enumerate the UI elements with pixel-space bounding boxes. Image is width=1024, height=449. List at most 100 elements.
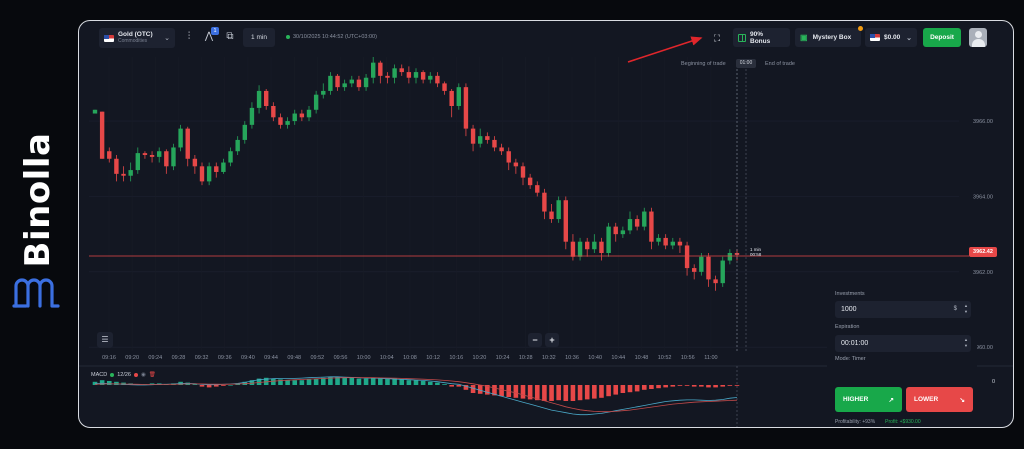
lower-button[interactable]: LOWER ↘ bbox=[906, 387, 973, 412]
expiration-stepper[interactable]: ▲ ▼ bbox=[964, 337, 968, 348]
candle-body bbox=[634, 219, 640, 227]
macd-histogram-bar bbox=[549, 385, 554, 401]
investment-input[interactable]: 1000 $ ▲ ▼ bbox=[835, 301, 971, 318]
macd-histogram-bar bbox=[577, 385, 583, 401]
investments-label: Investments bbox=[835, 291, 865, 297]
x-tick-label: 10:00 bbox=[357, 355, 371, 361]
candle-body bbox=[720, 260, 725, 284]
macd-histogram-bar bbox=[292, 380, 298, 385]
macd-visibility-icon[interactable]: ◉ bbox=[140, 372, 146, 378]
macd-histogram-bar bbox=[392, 378, 397, 385]
mystery-box-label: Mystery Box bbox=[812, 34, 852, 41]
macd-histogram-bar bbox=[320, 377, 326, 385]
macd-histogram-bar bbox=[106, 381, 112, 385]
macd-histogram-bar bbox=[563, 385, 569, 401]
x-tick-label: 09:20 bbox=[125, 355, 139, 361]
macd-histogram-bar bbox=[649, 385, 654, 389]
chart-type-icon[interactable]: ⧉ bbox=[226, 31, 234, 42]
macd-histogram-bar bbox=[627, 385, 633, 393]
candle-body bbox=[92, 109, 98, 114]
candle-body bbox=[306, 109, 312, 118]
x-tick-label: 09:28 bbox=[172, 355, 186, 361]
candle-body bbox=[392, 68, 397, 78]
macd-histogram-bar bbox=[199, 385, 205, 387]
candle-body bbox=[385, 75, 390, 78]
macd-histogram-bar bbox=[228, 385, 233, 386]
gift-icon bbox=[738, 33, 746, 42]
macd-params: 12/26 bbox=[117, 372, 131, 378]
chevron-down-icon: ⌄ bbox=[906, 34, 912, 42]
higher-label: HIGHER bbox=[843, 396, 869, 403]
x-tick-label: 10:40 bbox=[588, 355, 602, 361]
macd-histogram-bar bbox=[192, 384, 198, 385]
candle-body bbox=[649, 211, 654, 242]
candle-body bbox=[577, 241, 583, 257]
macd-histogram-bar bbox=[599, 385, 604, 398]
x-tick-label: 09:32 bbox=[195, 355, 209, 361]
balance-selector[interactable]: $0.00 ⌄ bbox=[865, 28, 917, 47]
asset-selector[interactable]: Gold (OTC) Commodities ⌄ bbox=[99, 28, 175, 48]
macd-legend[interactable]: MACD 12/26 ◉ 🗑 bbox=[91, 372, 156, 378]
zoom-in-button[interactable]: + bbox=[545, 333, 559, 347]
chevron-down-icon: ⌄ bbox=[164, 35, 170, 42]
candle-body bbox=[292, 113, 297, 122]
expiration-label: Expiration bbox=[835, 324, 860, 330]
trading-platform-window: 3966.00 3964.00 3962.00 3960.00 09:16 09:20 09… bbox=[78, 20, 1014, 428]
macd-histogram-bar bbox=[684, 385, 690, 386]
investment-stepper[interactable]: ▲ ▼ bbox=[964, 303, 968, 314]
timeframe-button[interactable]: 1 min bbox=[243, 28, 275, 47]
macd-histogram-bar bbox=[356, 378, 362, 385]
indicators-icon[interactable]: ⫶ bbox=[187, 31, 191, 42]
candle-body bbox=[435, 75, 440, 84]
higher-button[interactable]: HIGHER ↗ bbox=[835, 387, 902, 412]
x-tick-label: 10:12 bbox=[426, 355, 440, 361]
x-tick-label: 10:04 bbox=[380, 355, 394, 361]
drawing-tools-icon[interactable]: ⋀ bbox=[204, 31, 214, 42]
candle-body bbox=[656, 237, 661, 242]
candle-body bbox=[128, 170, 133, 176]
macd-histogram-bar bbox=[542, 385, 547, 401]
expiration-input[interactable]: 00:01:00 ▲ ▼ bbox=[835, 335, 971, 352]
x-tick-label: 09:52 bbox=[310, 355, 324, 361]
bonus-button[interactable]: 90% Bonus bbox=[733, 28, 790, 47]
candle-body bbox=[456, 87, 461, 106]
macd-signal-line bbox=[94, 377, 738, 413]
brand-name: Binolla bbox=[18, 132, 58, 268]
candle-body bbox=[192, 158, 198, 167]
x-tick-label: 10:56 bbox=[681, 355, 695, 361]
macd-histogram-bar bbox=[449, 385, 454, 387]
candle-body bbox=[413, 72, 419, 78]
zoom-out-button[interactable]: − bbox=[528, 333, 542, 347]
macd-histogram-bar bbox=[114, 381, 119, 385]
chart-settings-icon[interactable]: ☰ bbox=[97, 332, 113, 348]
macd-delete-icon[interactable]: 🗑 bbox=[148, 372, 156, 378]
avatar[interactable] bbox=[969, 28, 987, 47]
candle-body bbox=[114, 158, 119, 174]
macd-histogram-bar bbox=[485, 385, 490, 395]
candle-body bbox=[178, 128, 183, 148]
x-tick-label: 09:48 bbox=[287, 355, 301, 361]
x-tick-label: 09:36 bbox=[218, 355, 232, 361]
macd-color-dot bbox=[110, 373, 115, 377]
macd-histogram-bar bbox=[584, 385, 590, 400]
macd-histogram-bar bbox=[206, 385, 212, 388]
macd-histogram-bar bbox=[492, 385, 497, 396]
candle-body bbox=[256, 90, 262, 108]
candle-body bbox=[406, 72, 412, 78]
profit-text: Profit: +$930.00 bbox=[885, 419, 921, 425]
macd-histogram-bar bbox=[520, 385, 526, 399]
candle-body bbox=[627, 219, 633, 231]
mystery-box-button[interactable]: ▣ Mystery Box bbox=[795, 26, 863, 47]
macd-histogram-bar bbox=[378, 377, 383, 385]
x-tick-label: 10:28 bbox=[519, 355, 533, 361]
beginning-of-trade-label: Beginning of trade bbox=[681, 61, 726, 67]
macd-histogram-bar bbox=[278, 379, 283, 385]
macd-histogram-bar bbox=[556, 385, 561, 401]
candle-body bbox=[328, 75, 333, 91]
fullscreen-icon[interactable]: ⛶ bbox=[713, 33, 721, 43]
candle-body bbox=[221, 162, 226, 172]
candle-body bbox=[363, 77, 369, 88]
deposit-button[interactable]: Deposit bbox=[923, 28, 961, 47]
candle-body bbox=[399, 68, 404, 73]
